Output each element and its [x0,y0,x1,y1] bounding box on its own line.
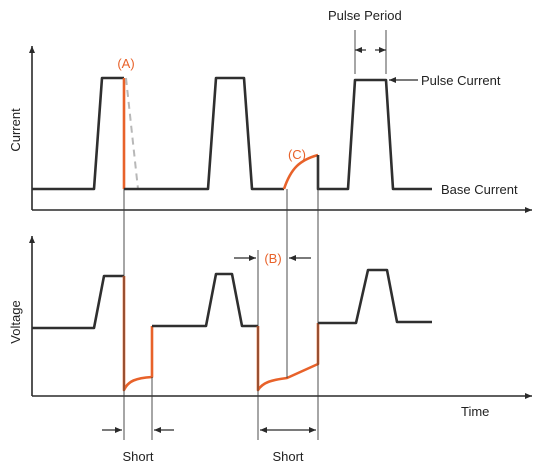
current-waveform-segment-2 [124,76,284,191]
current-rise-c [282,153,319,190]
voltage-waveform-segment-3 [318,268,432,325]
pulse-current-label: Pulse Current [421,73,501,88]
marker-a-label: (A) [117,56,134,71]
time-axis-label: Time [461,404,489,419]
current-axis-label: Current [8,108,23,152]
short-2-label: Short [272,449,303,464]
short-1-label: Short [122,449,153,464]
voltage-short-1 [122,276,154,392]
current-waveform-segment-1 [32,76,124,191]
marker-b-label: (B) [264,251,281,266]
current-waveform-segment-3 [316,78,432,191]
voltage-waveform-segment-1 [32,274,124,330]
base-current-label: Base Current [441,182,518,197]
voltage-waveform-segment-2 [152,272,258,328]
current-normal-fall-dashed [125,77,139,190]
pulse-period-label: Pulse Period [328,8,402,23]
voltage-axis-label: Voltage [8,300,23,343]
voltage-short-2 [256,323,320,392]
marker-c-label: (C) [288,147,306,162]
